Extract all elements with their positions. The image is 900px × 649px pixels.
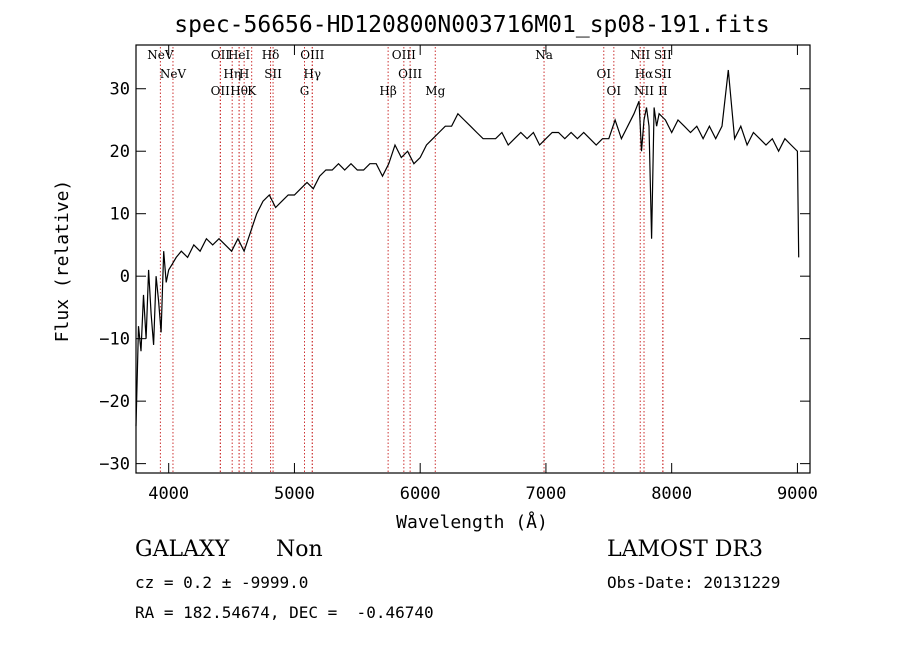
spectrum-series-line [135,69,800,427]
y-tick-label-4: 10 [110,205,130,225]
line-label-15: OIII [392,48,416,62]
emission-line-labels: NeVNeVOIIOIIHηHθHeIHKHδSIIGOIIIHγHβOIIIO… [147,48,672,98]
object-class: GALAXY [135,537,230,562]
x-tick-label-5: 9000 [777,484,818,504]
chart-title: spec-56656-HD120800N003716M01_sp08-191.f… [174,12,769,38]
y-tick-label-5: 20 [110,142,130,162]
x-tick-label-4: 8000 [651,484,692,504]
line-label-24: SII [654,48,672,62]
redshift-readout: cz = 0.2 ± -9999.0 [135,573,309,592]
line-label-18: Na [535,48,553,62]
line-label-0: NeV [147,48,174,62]
x-tick-label-2: 6000 [400,484,441,504]
x-axis-label: Wavelength (Å) [396,511,548,533]
line-label-9: Hδ [262,48,280,62]
coordinates: RA = 182.54674, DEC = -0.46740 [135,603,434,622]
line-label-11: G [300,84,310,98]
line-label-7: H [239,67,249,81]
line-label-1: NeV [160,67,187,81]
line-label-3: OII [211,48,231,62]
x-tick-label-1: 5000 [274,484,315,504]
line-label-4: Hη [223,67,241,81]
y-tick-label-3: 0 [120,267,130,287]
line-label-21: NII [630,48,650,62]
y-tick-label-1: −20 [99,392,130,412]
y-tick-label-6: 30 [110,80,130,100]
line-label-19: OI [596,67,611,81]
line-label-17: Mg [425,84,445,98]
line-label-23: NII [634,84,654,98]
line-label-12: OIII [300,48,324,62]
y-tick-label-2: −10 [99,330,130,350]
line-label-25: SII [654,67,672,81]
line-label-6: HeI [228,48,251,62]
plot-frame [135,44,811,474]
line-label-10: SII [264,67,282,81]
x-tick-label-3: 7000 [525,484,566,504]
line-label-16: OIII [398,67,422,81]
object-subclass: Non [276,537,323,562]
line-label-22: Hα [635,67,654,81]
axis-ticks: 4000 5000 6000 7000 8000 9000 −30 −20 −10 0 10 20 30 [99,45,818,504]
y-axis-label: Flux (relative) [52,180,73,343]
line-label-8: K [247,84,257,98]
line-label-14: Hβ [379,84,396,98]
y-tick-label-0: −30 [99,455,130,475]
obs-date: Obs-Date: 20131229 [607,573,781,592]
survey-name: LAMOST DR3 [607,537,763,562]
line-label-13: Hγ [303,67,321,81]
line-label-5: Hθ [230,84,248,98]
line-label-26: II [658,84,668,98]
emission-line-markers [159,47,664,473]
line-label-20: OI [607,84,622,98]
x-tick-label-0: 4000 [148,484,189,504]
line-label-2: OII [211,84,231,98]
